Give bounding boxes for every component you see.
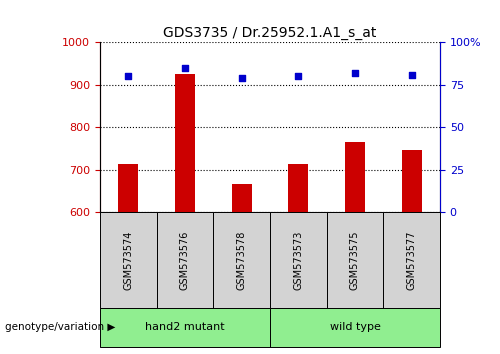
Bar: [100, 212, 156, 308]
Bar: [326, 212, 384, 308]
Point: [351, 70, 359, 76]
Bar: [156, 212, 214, 308]
Text: wild type: wild type: [330, 322, 380, 332]
Text: GSM573577: GSM573577: [406, 230, 416, 290]
Bar: [384, 212, 440, 308]
Bar: [270, 308, 440, 347]
Point: [238, 75, 246, 81]
Bar: [402, 149, 421, 212]
Text: GSM573573: GSM573573: [294, 230, 304, 290]
Bar: [345, 142, 365, 212]
Bar: [118, 164, 138, 212]
Text: GSM573578: GSM573578: [236, 230, 246, 290]
Point: [408, 72, 416, 78]
Text: GSM573575: GSM573575: [350, 230, 360, 290]
Bar: [288, 164, 308, 212]
Bar: [270, 212, 326, 308]
Bar: [100, 308, 270, 347]
Text: GSM573574: GSM573574: [124, 230, 134, 290]
Text: genotype/variation ▶: genotype/variation ▶: [5, 322, 116, 332]
Text: GSM573576: GSM573576: [180, 230, 190, 290]
Point: [181, 65, 189, 71]
Bar: [232, 184, 252, 212]
Point: [124, 74, 132, 79]
Point: [294, 74, 302, 79]
Bar: [214, 212, 270, 308]
Title: GDS3735 / Dr.25952.1.A1_s_at: GDS3735 / Dr.25952.1.A1_s_at: [164, 26, 376, 40]
Text: hand2 mutant: hand2 mutant: [145, 322, 225, 332]
Bar: [175, 74, 195, 212]
